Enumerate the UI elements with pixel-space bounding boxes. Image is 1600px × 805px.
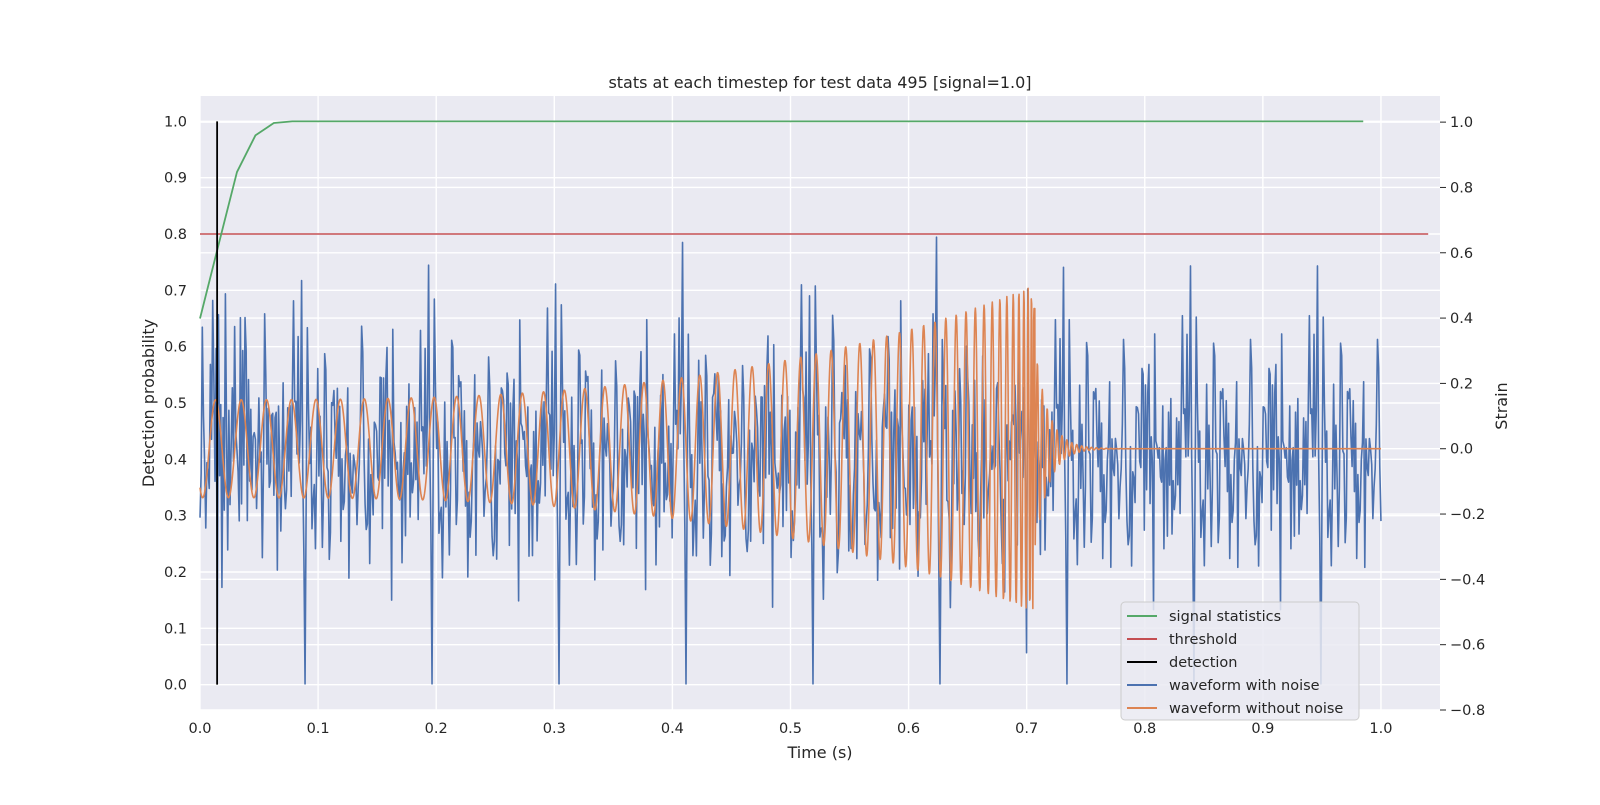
y-tick-label-right: 0.2 bbox=[1450, 376, 1473, 392]
x-tick-label: 0.1 bbox=[307, 721, 330, 737]
y-tick-label-left: 0.8 bbox=[164, 227, 187, 243]
series-line-waveform-without-noise bbox=[199, 287, 1382, 610]
x-tick-label: 0.7 bbox=[1015, 721, 1038, 737]
legend-label-threshold: threshold bbox=[1169, 632, 1237, 648]
x-axis-label: Time (s) bbox=[786, 743, 852, 762]
legend: signal statistics threshold detection wa… bbox=[1120, 601, 1360, 721]
y-tick-label-left: 0.9 bbox=[164, 171, 187, 187]
y-tick-label-left: 1.0 bbox=[164, 114, 187, 130]
legend-label-waveform-without-noise: waveform without noise bbox=[1169, 701, 1343, 717]
x-tick-label: 0.4 bbox=[661, 721, 684, 737]
series-line-signal-statistics bbox=[199, 120, 1364, 319]
y-axis-label-left: Detection probability bbox=[139, 319, 158, 487]
y-tick-label-left: 0.3 bbox=[164, 509, 187, 525]
y-tick-label-right: −0.2 bbox=[1450, 507, 1485, 523]
y-tick-label-left: 0.7 bbox=[164, 283, 187, 299]
x-tick-label: 0.3 bbox=[543, 721, 566, 737]
y-tick-label-right: −0.8 bbox=[1450, 703, 1485, 719]
x-tick-label: 0.0 bbox=[188, 721, 211, 737]
y-tick-label-left: 0.0 bbox=[164, 678, 187, 694]
y-tick-label-left: 0.2 bbox=[164, 565, 187, 581]
y-tick-label-right: 0.6 bbox=[1450, 246, 1473, 262]
legend-box bbox=[1120, 601, 1360, 721]
y-tick-label-right: 0.4 bbox=[1450, 311, 1473, 327]
x-tick-label: 0.8 bbox=[1133, 721, 1156, 737]
y-tick-label-right: 1.0 bbox=[1450, 115, 1473, 131]
legend-label-signal-statistics: signal statistics bbox=[1169, 609, 1281, 625]
y-tick-label-right: −0.6 bbox=[1450, 638, 1485, 654]
y-tick-label-right: 0.8 bbox=[1450, 180, 1473, 196]
y-tick-label-left: 0.1 bbox=[164, 621, 187, 637]
x-tick-label: 0.6 bbox=[897, 721, 920, 737]
y-tick-label-left: 0.5 bbox=[164, 396, 187, 412]
x-tick-label: 0.5 bbox=[779, 721, 802, 737]
legend-label-waveform-with-noise: waveform with noise bbox=[1169, 678, 1320, 694]
x-tick-label: 0.9 bbox=[1251, 721, 1274, 737]
x-tick-label: 0.2 bbox=[425, 721, 448, 737]
y-tick-label-right: −0.4 bbox=[1450, 572, 1485, 588]
legend-label-detection: detection bbox=[1169, 655, 1237, 671]
y-tick-label-left: 0.4 bbox=[164, 452, 187, 468]
y-tick-label-left: 0.6 bbox=[164, 340, 187, 356]
series-layer bbox=[199, 120, 1429, 685]
x-tick-label: 1.0 bbox=[1369, 721, 1392, 737]
tick-labels: 0.0 0.1 0.2 0.3 0.4 0.5 0.6 0.7 0.8 0.9 1.0 0.0 0.1 0… bbox=[164, 114, 1485, 737]
y-axis-label-right: Strain bbox=[1492, 382, 1511, 429]
y-tick-label-right: 0.0 bbox=[1450, 442, 1473, 458]
chart-title: stats at each timestep for test data 495… bbox=[608, 73, 1031, 92]
